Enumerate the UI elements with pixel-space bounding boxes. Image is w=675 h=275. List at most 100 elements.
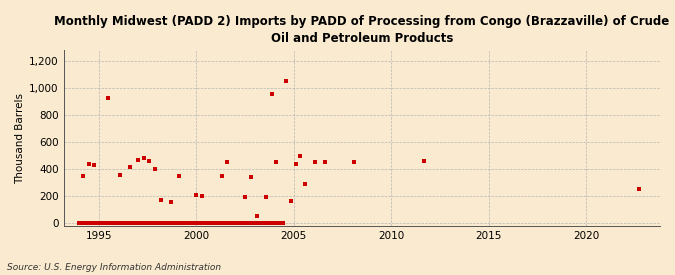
Point (192, 221, 202, 226)
Point (90, 221, 101, 226)
Point (118, 221, 129, 226)
Point (85, 221, 96, 226)
Point (286, 199, 296, 203)
Point (86, 221, 97, 226)
Point (202, 221, 213, 226)
Point (244, 221, 254, 226)
Point (146, 221, 157, 226)
Point (209, 221, 220, 226)
Point (78, 221, 89, 226)
Point (192, 221, 203, 226)
Point (128, 221, 138, 226)
Point (166, 221, 177, 226)
Point (92, 221, 103, 226)
Point (262, 221, 273, 226)
Point (126, 221, 136, 226)
Point (263, 221, 274, 226)
Point (107, 221, 118, 226)
Point (207, 221, 217, 226)
Point (142, 221, 153, 226)
Point (259, 221, 270, 226)
Point (156, 221, 167, 226)
Point (265, 221, 275, 226)
Point (177, 221, 188, 226)
Point (165, 221, 176, 226)
Point (138, 221, 148, 226)
Point (144, 221, 155, 226)
Point (209, 221, 219, 226)
Point (267, 221, 278, 226)
Point (237, 221, 248, 226)
Point (221, 221, 232, 226)
Point (205, 221, 215, 226)
Point (94, 221, 105, 226)
Point (114, 221, 125, 226)
Point (153, 221, 163, 226)
Point (208, 221, 219, 226)
Point (111, 221, 122, 226)
Point (128, 221, 139, 226)
Point (105, 221, 116, 226)
Point (263, 221, 273, 226)
Point (319, 160, 330, 164)
Point (310, 160, 321, 165)
Point (161, 221, 171, 226)
Point (265, 221, 276, 226)
Point (248, 221, 259, 226)
Point (155, 221, 166, 226)
Point (111, 221, 122, 226)
Point (193, 221, 204, 226)
Point (181, 221, 192, 226)
Point (88, 221, 99, 226)
Point (278, 221, 289, 226)
Point (271, 221, 282, 226)
Point (139, 221, 150, 226)
Point (117, 221, 128, 226)
Point (123, 221, 134, 226)
Point (86, 221, 97, 226)
Point (84, 221, 95, 226)
Point (227, 221, 238, 226)
Point (240, 195, 250, 199)
Title: Monthly Midwest (PADD 2) Imports by PADD of Processing from Congo (Brazzaville) : Monthly Midwest (PADD 2) Imports by PADD… (54, 15, 670, 45)
Point (260, 221, 271, 226)
Point (300, 182, 310, 186)
Point (280, 79, 291, 84)
Point (238, 221, 248, 226)
Point (80, 221, 91, 226)
Point (172, 221, 183, 226)
Point (178, 221, 188, 226)
Point (186, 221, 197, 226)
Point (161, 221, 172, 226)
Point (142, 221, 153, 226)
Point (183, 221, 194, 226)
Point (173, 221, 184, 226)
Point (117, 221, 128, 226)
Point (110, 221, 121, 226)
Point (88, 221, 99, 226)
Point (81, 221, 92, 226)
Point (152, 221, 163, 226)
Point (182, 221, 192, 226)
Point (204, 221, 215, 226)
Point (231, 221, 242, 226)
Point (214, 221, 225, 226)
Point (264, 221, 275, 226)
Point (103, 96, 114, 100)
Point (180, 221, 190, 226)
Point (165, 200, 176, 204)
Point (171, 221, 182, 226)
Point (196, 193, 207, 198)
Point (190, 221, 200, 226)
Point (147, 221, 158, 226)
Point (101, 221, 112, 226)
Point (217, 221, 227, 226)
Point (253, 221, 264, 226)
Point (203, 221, 214, 226)
Point (213, 221, 223, 226)
Point (240, 221, 250, 226)
Point (256, 221, 267, 226)
Point (113, 221, 124, 226)
Point (187, 221, 198, 226)
Point (113, 221, 124, 226)
